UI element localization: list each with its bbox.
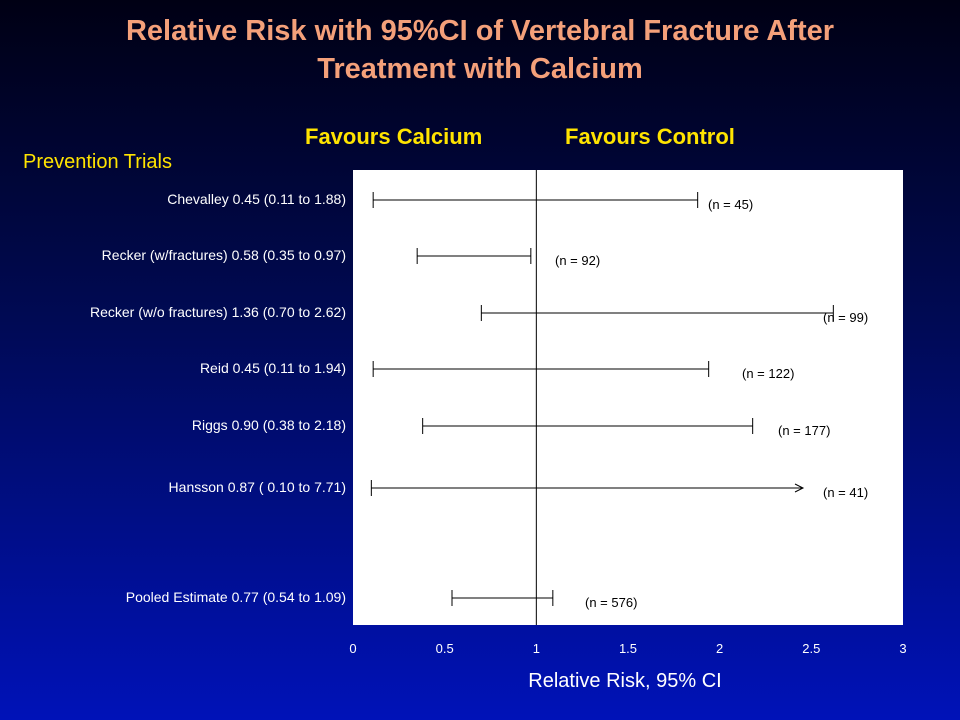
x-tick-label: 1 — [533, 641, 540, 656]
x-tick-label: 1.5 — [619, 641, 637, 656]
favours-control-label: Favours Control — [565, 124, 735, 149]
n-label: (n = 177) — [778, 423, 830, 438]
ci-upper-arrow — [794, 483, 805, 493]
chart-title: Relative Risk with 95%CI of Vertebral Fr… — [40, 12, 920, 88]
study-label: Chevalley 0.45 (0.11 to 1.88) — [167, 191, 346, 207]
n-label: (n = 41) — [823, 485, 868, 500]
n-label: (n = 576) — [585, 595, 637, 610]
study-label: Pooled Estimate 0.77 (0.54 to 1.09) — [125, 589, 346, 605]
study-label: Reid 0.45 (0.11 to 1.94) — [199, 360, 346, 376]
plot-area — [353, 170, 903, 625]
x-tick-label: 2 — [716, 641, 723, 656]
n-label: (n = 122) — [742, 366, 794, 381]
x-tick-label: 3 — [899, 641, 906, 656]
x-tick-label: 0 — [349, 641, 356, 656]
title-line-1: Relative Risk with 95%CI of Vertebral Fr… — [125, 15, 835, 47]
favours-calcium-label: Favours Calcium — [305, 124, 483, 149]
x-tick-label: 0.5 — [436, 641, 454, 656]
study-label: Recker (w/o fractures) 1.36 (0.70 to 2.6… — [90, 304, 346, 320]
title-line-2: Treatment with Calcium — [317, 53, 643, 85]
n-label: (n = 45) — [708, 197, 753, 212]
study-label: Recker (w/fractures) 0.58 (0.35 to 0.97) — [101, 247, 346, 263]
section-label: Prevention Trials — [23, 151, 172, 173]
study-label: Hansson 0.87 ( 0.10 to 7.71) — [168, 479, 346, 495]
n-label: (n = 92) — [555, 253, 600, 268]
x-axis-label: Relative Risk, 95% CI — [528, 670, 722, 692]
x-tick-label: 2.5 — [802, 641, 820, 656]
n-label: (n = 99) — [823, 310, 868, 325]
study-label: Riggs 0.90 (0.38 to 2.18) — [191, 417, 346, 433]
